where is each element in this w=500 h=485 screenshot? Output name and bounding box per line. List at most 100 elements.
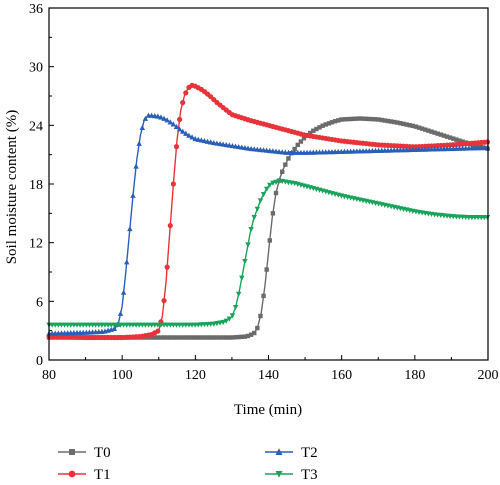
data-point-t3 [229,313,236,319]
data-point-t2 [207,139,214,145]
series-layer [46,82,491,341]
data-point-t0 [286,156,291,161]
legend-marker [69,449,75,455]
data-point-t0 [339,117,344,122]
data-point-t3 [220,319,226,326]
data-point-t0 [360,116,366,121]
x-tick-label: 120 [185,368,206,383]
data-point-t0 [419,126,425,131]
data-point-t0 [283,162,288,167]
data-point-t0 [457,138,462,143]
data-point-t1 [155,328,161,334]
data-point-t3 [211,321,217,327]
data-point-t2 [180,128,186,134]
data-point-t0 [382,118,388,123]
data-point-t2 [161,115,167,121]
data-point-t0 [168,335,173,340]
data-point-t0 [155,335,161,340]
data-point-t0 [379,117,384,123]
data-point-t0 [317,125,322,130]
data-point-t1 [170,181,176,187]
legend-item-t3: T3 [265,467,318,483]
data-point-t0 [432,130,437,135]
data-point-t1 [183,90,189,96]
data-point-t2 [111,325,118,332]
data-point-t1 [177,116,183,123]
data-point-t2 [155,113,161,119]
data-point-t2 [192,135,198,142]
data-point-t0 [308,130,313,136]
data-point-t0 [385,118,391,124]
data-point-t2 [120,289,127,295]
x-tick-label: 200 [478,368,499,383]
data-point-t0 [367,116,372,122]
data-point-t2 [127,225,133,232]
data-point-t0 [205,335,210,340]
data-point-t0 [220,335,226,340]
data-point-t2 [176,126,183,132]
data-point-t0 [267,238,272,243]
data-point-t0 [270,211,276,216]
data-point-t0 [177,335,182,340]
data-point-t0 [301,136,307,141]
data-point-t0 [149,335,154,340]
data-point-t0 [441,133,447,138]
data-point-t0 [423,127,428,132]
legend-marker [275,448,283,455]
data-point-t0 [217,335,223,340]
data-point-t0 [255,325,260,331]
data-point-t3 [263,186,270,192]
data-point-t2 [195,136,201,142]
legend-label: T0 [94,445,111,461]
data-point-t2 [198,137,205,143]
y-tick-label: 18 [29,178,43,193]
data-point-t3 [239,275,245,281]
data-point-t0 [404,122,409,127]
data-point-t0 [202,335,207,340]
data-point-t0 [273,190,279,196]
data-point-t1 [173,144,180,150]
data-point-t0 [451,136,456,141]
data-point-t3 [242,259,248,265]
data-point-t0 [314,126,319,132]
data-point-t2 [164,117,170,123]
data-point-t0 [354,116,360,121]
x-tick-label: 160 [331,368,352,383]
data-point-t3 [245,242,251,248]
data-point-t0 [180,335,185,340]
data-point-t0 [329,120,335,125]
data-point-t0 [171,335,176,340]
x-tick-label: 140 [258,368,279,383]
data-point-t3 [254,206,261,212]
data-point-t3 [232,305,239,311]
data-point-t0 [444,134,450,139]
data-point-t0 [158,335,164,340]
data-point-t0 [345,116,350,122]
data-point-t0 [311,128,316,133]
data-point-t0 [264,267,269,272]
data-point-t0 [416,125,422,130]
data-point-t0 [391,119,397,125]
data-point-t3 [217,320,223,326]
data-point-t0 [342,117,347,122]
legend-item-t0: T0 [58,445,111,461]
data-point-t0 [429,129,434,134]
data-point-t0 [298,139,304,144]
data-point-t3 [257,198,264,204]
data-point-t3 [251,215,257,221]
data-point-t0 [373,117,378,122]
series-t3 [46,178,491,328]
data-point-t0 [236,334,241,340]
data-point-t2 [183,130,189,136]
legend: T0 T1 T2 T3 [58,445,318,483]
data-point-t1 [164,264,170,270]
data-point-t0 [233,335,238,340]
y-axis-title: Soil moisture content (%) [4,110,20,265]
data-point-t2 [170,121,177,127]
data-point-t0 [398,121,403,126]
data-point-t2 [117,310,124,316]
data-point-t2 [201,137,208,144]
data-point-t0 [152,335,157,340]
data-point-t2 [136,140,142,146]
legend-marker [68,470,76,478]
